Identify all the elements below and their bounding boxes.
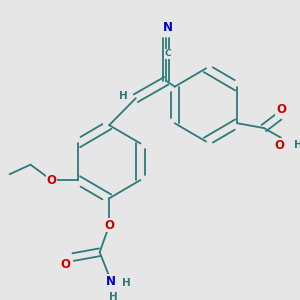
Text: C: C <box>165 50 171 58</box>
Text: H: H <box>122 278 131 288</box>
Text: N: N <box>163 21 173 34</box>
Text: O: O <box>276 103 286 116</box>
Text: O: O <box>274 139 284 152</box>
Text: N: N <box>106 274 116 288</box>
Text: O: O <box>61 258 70 271</box>
Text: H: H <box>109 292 117 300</box>
Text: H: H <box>119 91 128 101</box>
Text: H: H <box>294 140 300 150</box>
Text: O: O <box>104 219 114 232</box>
Text: O: O <box>46 173 56 187</box>
